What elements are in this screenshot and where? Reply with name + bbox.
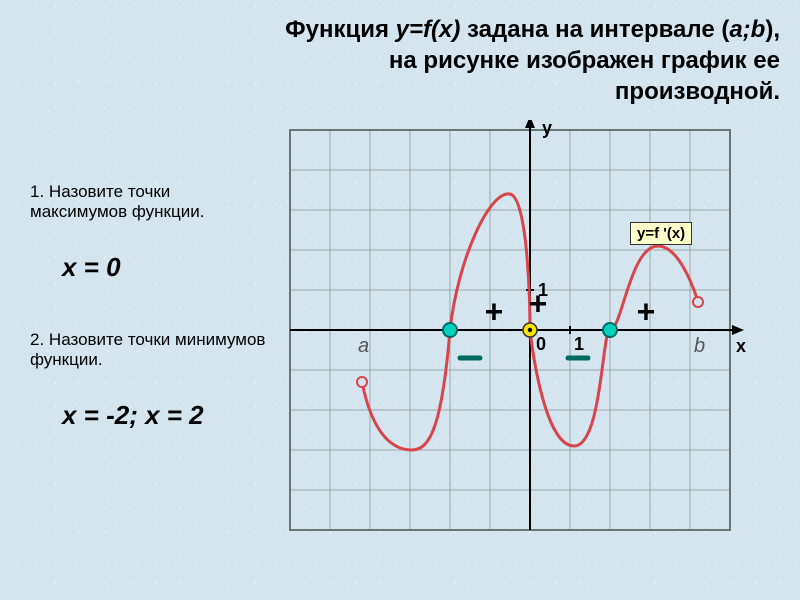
slide-title: Функция y=f(x) задана на интервале (a;b)… xyxy=(74,14,780,108)
svg-text:+: + xyxy=(637,293,656,329)
svg-text:0: 0 xyxy=(536,334,546,354)
question-2: 2. Назовите точки минимумов функции. xyxy=(30,330,270,370)
title-line2: на рисунке изображен график ее xyxy=(389,47,780,74)
title-line1-post: задана на интервале ( xyxy=(460,16,729,43)
title-line1-pre: Функция xyxy=(285,16,396,43)
svg-text:1: 1 xyxy=(538,280,548,300)
svg-text:+: + xyxy=(485,293,504,329)
question-1: 1. Назовите точки максимумов функции. xyxy=(30,182,270,222)
answer-1: x = 0 xyxy=(62,252,121,283)
q1-num: 1. xyxy=(30,182,44,201)
q1-text: Назовите точки максимумов функции. xyxy=(30,182,204,221)
slide: Функция y=f(x) задана на интервале (a;b)… xyxy=(0,0,800,600)
fn-label-box: y=f '(x) xyxy=(630,222,692,245)
svg-text:1: 1 xyxy=(574,334,584,354)
svg-text:a: a xyxy=(358,335,369,357)
chart-svg: +++yx011ab xyxy=(280,120,780,580)
q2-num: 2. xyxy=(30,330,44,349)
chart-area: +++yx011ab y=f '(x) xyxy=(280,120,780,580)
svg-text:y: y xyxy=(542,120,552,138)
answer-2: x = -2; x = 2 xyxy=(62,400,204,431)
svg-text:x: x xyxy=(736,336,746,356)
title-line1-end: ), xyxy=(765,16,780,43)
title-line3: производной. xyxy=(615,78,780,105)
svg-text:b: b xyxy=(694,335,705,357)
title-ab: a;b xyxy=(729,16,765,43)
title-fn: y=f(x) xyxy=(396,16,461,43)
q2-text: Назовите точки минимумов функции. xyxy=(30,330,265,369)
